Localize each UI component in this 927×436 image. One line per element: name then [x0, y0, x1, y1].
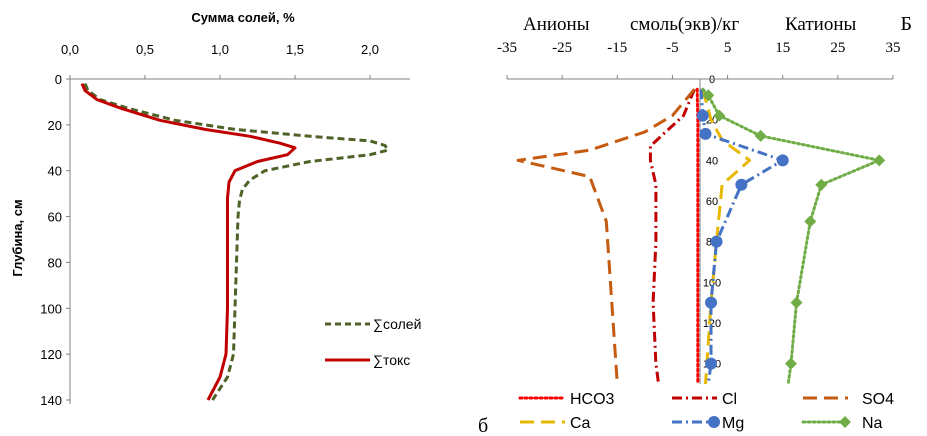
right-x-tick-label: -25 [552, 40, 572, 56]
panel-letter-lower: б [478, 415, 488, 436]
legend-marker-mg [708, 416, 720, 428]
left-y-tick-label: 80 [48, 255, 62, 270]
legend-label-na: Na [862, 415, 883, 432]
right-x-tick-label: -35 [497, 40, 517, 56]
legend-marker-na [839, 416, 851, 428]
left-x-tick-label: 1,0 [211, 42, 229, 57]
left-x-tick-label: 0,5 [136, 42, 154, 57]
right-x-tick-label: 25 [830, 40, 845, 56]
right-legend: HCO3 Cl SO4 Ca Mg Na [518, 391, 894, 432]
right-y-tick-label: 40 [706, 155, 718, 167]
left-y-tick-label: 20 [48, 118, 62, 133]
na-data-point [754, 129, 767, 142]
mg-data-point [776, 154, 789, 167]
left-y-tick-label: 140 [40, 393, 62, 408]
left-x-axis-title: Сумма солей, % [191, 10, 295, 25]
left-x-tick-label: 0,0 [61, 42, 79, 57]
right-y-tick-label: 120 [703, 318, 721, 330]
left-y-tick-label: 100 [40, 301, 62, 316]
right-y-tick-label: 100 [703, 277, 721, 289]
na-data-point [702, 89, 715, 102]
left-series-line-0 [83, 83, 390, 401]
left-y-tick-label: 0 [55, 72, 62, 87]
legend-label-ca: Ca [570, 415, 591, 432]
panel-letter-upper: Б [901, 13, 912, 35]
mg-data-point [699, 127, 712, 140]
mg-data-point [735, 178, 748, 191]
right-title-units: смоль(экв)/кг [630, 14, 739, 35]
na-data-point [815, 178, 828, 191]
legend-label-hco3: HCO3 [570, 391, 615, 408]
na-data-point [873, 154, 886, 167]
left-legend: ∑солей ∑токс [325, 316, 421, 368]
left-y-axis-title: Глубина, см [10, 199, 25, 276]
left-y-tick-label: 40 [48, 164, 62, 179]
legend-label-sum-salts: ∑солей [373, 316, 421, 332]
na-data-point [804, 215, 817, 228]
left-x-tick-label: 2,0 [361, 42, 379, 57]
left-y-tick-label: 120 [40, 347, 62, 362]
mg-data-point [710, 235, 723, 248]
left-y-tick-label: 60 [48, 210, 62, 225]
right-y-tick-label: 60 [706, 196, 718, 208]
right-series-line-hco3 [695, 87, 700, 386]
left-chart: Сумма солей, % Глубина, см 0,0 0,5 1,0 1,5 2… [10, 10, 421, 408]
right-y-tick-label: 0 [709, 74, 715, 86]
right-title-anions: Анионы [523, 14, 590, 35]
na-data-point [784, 357, 797, 370]
na-data-point [713, 109, 726, 122]
legend-label-so4: SO4 [862, 391, 894, 408]
right-x-tick-label: 15 [775, 40, 790, 56]
right-x-tick-label: 5 [724, 40, 732, 56]
na-data-point [790, 296, 803, 309]
right-title-cations: Катионы [785, 14, 857, 35]
legend-label-sum-toxic: ∑токс [373, 352, 410, 368]
mg-data-point [705, 296, 718, 309]
right-series-line-na [701, 87, 881, 386]
right-chart: Анионы смоль(экв)/кг Катионы Б -35 -25 -15… [497, 13, 912, 432]
right-series-line-so4 [516, 88, 696, 385]
left-x-tick-label: 1,5 [286, 42, 304, 57]
legend-label-cl: Cl [722, 391, 737, 408]
right-x-tick-label: 35 [886, 40, 901, 56]
mg-data-point [705, 357, 718, 370]
right-series-line-cl [648, 88, 696, 385]
left-series-line-1 [80, 83, 297, 401]
right-x-tick-label: -15 [607, 40, 627, 56]
mg-data-point [696, 109, 709, 122]
right-x-tick-label: -5 [666, 40, 679, 56]
legend-label-mg: Mg [722, 415, 744, 432]
